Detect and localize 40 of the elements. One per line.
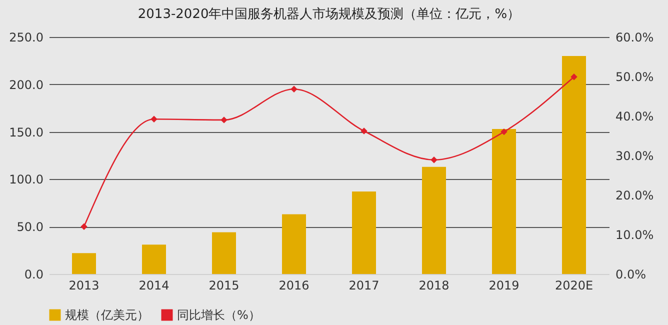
bar: [562, 56, 586, 274]
point: [570, 74, 578, 80]
y2-tick-label: 60.0%: [616, 30, 654, 44]
bar: [142, 244, 166, 274]
y2-tick-label: 10.0%: [616, 228, 654, 242]
x-tick-label: 2017: [348, 278, 380, 292]
y-tick-label: 0.0: [24, 268, 44, 282]
y2-tick-label: 30.0%: [616, 149, 654, 163]
bar: [72, 253, 96, 274]
point: [500, 128, 508, 136]
x-tick-label: 2013: [68, 278, 100, 292]
point: [80, 223, 88, 230]
x-tick-label: 2020E: [554, 278, 594, 292]
legend-label: 规模（亿美元）: [65, 308, 149, 322]
y2-tick-label: 0.0%: [616, 268, 646, 282]
y2-tick-label: 40.0%: [616, 110, 654, 124]
bar: [422, 166, 446, 274]
bar: [492, 128, 516, 274]
y2-tick-label: 20.0%: [616, 188, 654, 202]
point: [360, 128, 368, 134]
x-tick-label: 2014: [138, 278, 170, 292]
bar: [212, 232, 236, 274]
legend-label: 同比增长（%）: [177, 308, 260, 322]
y-tick-label: 50.0: [16, 220, 44, 234]
point: [290, 86, 298, 92]
y-tick-label: 250.0: [9, 30, 44, 44]
x-tick-label: 2019: [488, 278, 520, 292]
y-tick-label: 200.0: [9, 78, 44, 92]
y-tick-label: 150.0: [9, 125, 44, 140]
bar: [352, 192, 376, 274]
y2-tick-label: 50.0%: [616, 70, 654, 84]
point: [220, 116, 228, 124]
x-tick-label: 2018: [418, 278, 450, 292]
bar: [282, 214, 306, 274]
x-tick-label: 2016: [278, 278, 310, 292]
point: [430, 156, 438, 164]
chart-title: 2013-2020年中国服务机器人市场规模及预测（单位：亿元，%）: [138, 7, 520, 22]
point: [150, 116, 158, 123]
y-tick-label: 100.0: [9, 172, 44, 187]
x-tick-label: 2015: [208, 278, 240, 292]
